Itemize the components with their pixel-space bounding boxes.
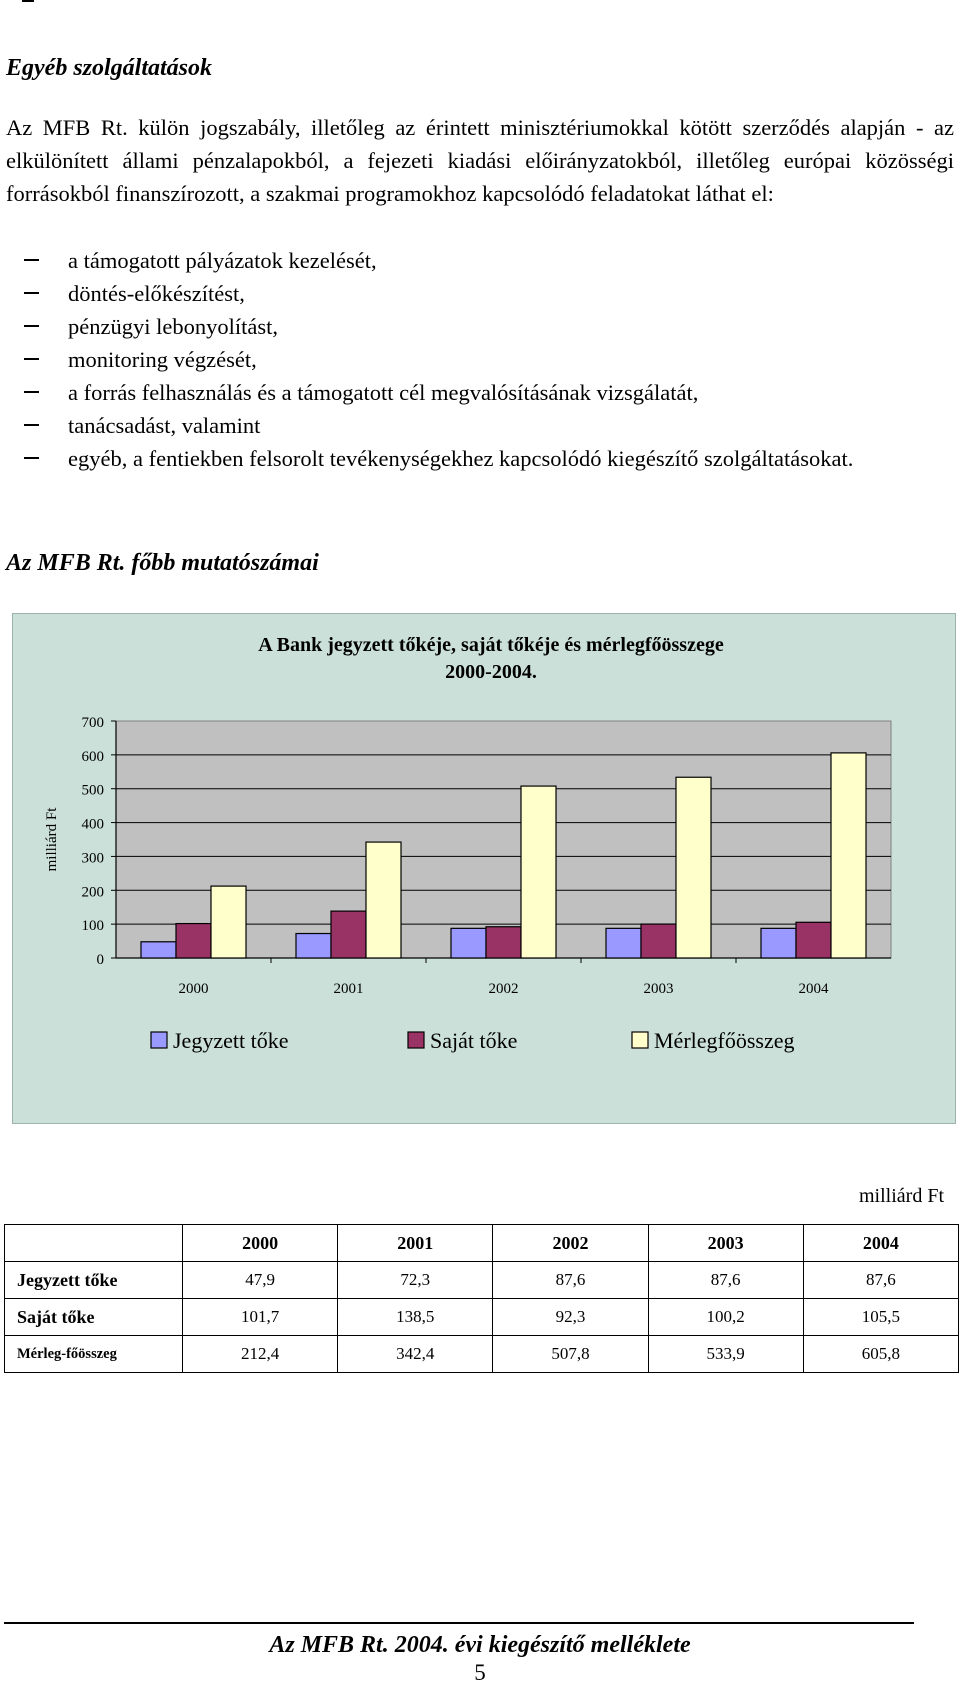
bar-1-3	[640, 923, 677, 959]
services-section-title: Egyéb szolgáltatások	[6, 55, 213, 81]
top-edge-mark	[22, 0, 34, 2]
x-tick-label: 2004	[799, 981, 830, 997]
table-row: Jegyzett tőke 47,9 72,3 87,6 87,6 87,6	[4, 1261, 960, 1299]
table-year-header: 2003	[647, 1224, 804, 1262]
table-row-label: Saját tőke	[4, 1298, 183, 1336]
table-cell: 87,6	[647, 1261, 804, 1299]
table-cell: 100,2	[647, 1298, 804, 1336]
dash-bullet-icon	[24, 358, 39, 360]
y-tick-label: 400	[82, 817, 105, 833]
table-cell: 105,5	[802, 1298, 960, 1336]
table-cell: 605,8	[802, 1335, 960, 1373]
table-cell: 72,3	[337, 1261, 494, 1299]
table-unit-caption: milliárd Ft	[859, 1185, 944, 1207]
y-tick-label: 100	[82, 918, 105, 934]
table-cell: 92,3	[492, 1298, 649, 1336]
task-item: pénzügyi lebonyolítást,	[0, 310, 954, 343]
y-tick-label: 600	[82, 749, 105, 765]
task-item: tanácsadást, valamint	[0, 409, 954, 442]
table-cell: 87,6	[802, 1261, 960, 1299]
bar-0-0	[140, 941, 177, 959]
y-tick-label: 0	[97, 952, 105, 968]
table-row: Mérleg-főösszeg 212,4 342,4 507,8 533,9 605,8	[4, 1335, 960, 1373]
table-cell: 533,9	[647, 1335, 804, 1373]
task-text: monitoring végzését,	[68, 347, 257, 372]
table-year-header: 2002	[492, 1224, 649, 1262]
legend-label-0: Jegyzett tőke	[173, 1028, 288, 1053]
chart-panel: A Bank jegyzett tőkéje, saját tőkéje és …	[12, 613, 956, 1124]
bar-1-2	[485, 926, 522, 959]
legend-label-1: Saját tőke	[430, 1028, 517, 1053]
task-list: a támogatott pályázatok kezelését, döntés…	[0, 244, 954, 475]
task-item: monitoring végzését,	[0, 343, 954, 376]
bar-2-4	[830, 752, 867, 959]
bar-2-2	[520, 785, 557, 959]
table-corner-cell	[4, 1224, 183, 1262]
task-text: döntés-előkészítést,	[68, 281, 245, 306]
dash-bullet-icon	[24, 325, 39, 327]
bar-2-1	[365, 841, 402, 959]
chart-subtitle: 2000-2004.	[445, 661, 537, 683]
legend-swatch-1	[407, 1031, 425, 1049]
indicators-section-title: Az MFB Rt. főbb mutatószámai	[6, 550, 319, 576]
task-text: a forrás felhasználás és a támogatott cé…	[68, 380, 699, 405]
table-year-header: 2001	[337, 1224, 494, 1262]
task-item: a támogatott pályázatok kezelését,	[0, 244, 954, 277]
table-cell: 138,5	[337, 1298, 494, 1336]
table-cell: 47,9	[181, 1261, 339, 1299]
x-tick-label: 2001	[334, 981, 364, 997]
legend-swatch-2	[631, 1031, 649, 1049]
bar-0-3	[605, 927, 642, 959]
dash-bullet-icon	[24, 457, 39, 459]
x-tick-label: 2000	[179, 981, 209, 997]
table-cell: 212,4	[181, 1335, 339, 1373]
table-year-header: 2004	[802, 1224, 960, 1262]
intro-paragraph: Az MFB Rt. külön jogszabály, illetőleg a…	[6, 115, 954, 206]
y-tick-label: 700	[82, 715, 105, 731]
x-tick-label: 2003	[644, 981, 674, 997]
task-text: tanácsadást, valamint	[68, 413, 261, 438]
table-year-header: 2000	[181, 1224, 339, 1262]
chart-title: A Bank jegyzett tőkéje, saját tőkéje és …	[258, 634, 724, 656]
table-header-row: 2000 2001 2002 2003 2004	[4, 1224, 960, 1262]
bar-1-4	[795, 921, 832, 959]
y-axis-label: milliárd Ft	[44, 807, 60, 872]
table-cell: 101,7	[181, 1298, 339, 1336]
bar-2-3	[675, 776, 712, 959]
footer-rule	[4, 1622, 914, 1624]
table-row-label: Mérleg-főösszeg	[4, 1335, 183, 1373]
dash-bullet-icon	[24, 391, 39, 393]
task-text: pénzügyi lebonyolítást,	[68, 314, 278, 339]
y-tick-label: 500	[82, 783, 105, 799]
x-tick-label: 2002	[489, 981, 519, 997]
task-text: egyéb, a fentiekben felsorolt tevékenysé…	[68, 446, 854, 471]
bar-0-2	[450, 927, 487, 959]
bar-0-1	[295, 932, 332, 959]
y-tick-label: 200	[82, 884, 105, 900]
task-item: döntés-előkészítést,	[0, 277, 954, 310]
footer-title: Az MFB Rt. 2004. évi kiegészítő mellékle…	[269, 1632, 691, 1658]
dash-bullet-icon	[24, 259, 39, 261]
bar-chart: A Bank jegyzett tőkéje, saját tőkéje és …	[44, 634, 892, 1053]
page-number: 5	[474, 1660, 486, 1685]
table-cell: 87,6	[492, 1261, 649, 1299]
task-item: egyéb, a fentiekben felsorolt tevékenysé…	[0, 442, 954, 475]
y-tick-label: 300	[82, 850, 105, 866]
legend-swatch-0	[150, 1031, 168, 1049]
table-cell: 342,4	[337, 1335, 494, 1373]
bar-2-0	[210, 885, 247, 959]
bar-1-1	[330, 910, 367, 959]
table-row: Saját tőke 101,7 138,5 92,3 100,2 105,5	[4, 1298, 960, 1336]
dash-bullet-icon	[24, 292, 39, 294]
task-text: a támogatott pályázatok kezelését,	[68, 248, 377, 273]
dash-bullet-icon	[24, 424, 39, 426]
bar-1-0	[175, 922, 212, 959]
table-row-label: Jegyzett tőke	[4, 1261, 183, 1299]
task-item: a forrás felhasználás és a támogatott cé…	[0, 376, 954, 409]
legend-label-2: Mérlegfőösszeg	[654, 1028, 795, 1053]
bar-0-4	[760, 927, 797, 959]
table-cell: 507,8	[492, 1335, 649, 1373]
data-table: 2000 2001 2002 2003 2004 Jegyzett tőke 47,9 72…	[4, 1224, 960, 1373]
